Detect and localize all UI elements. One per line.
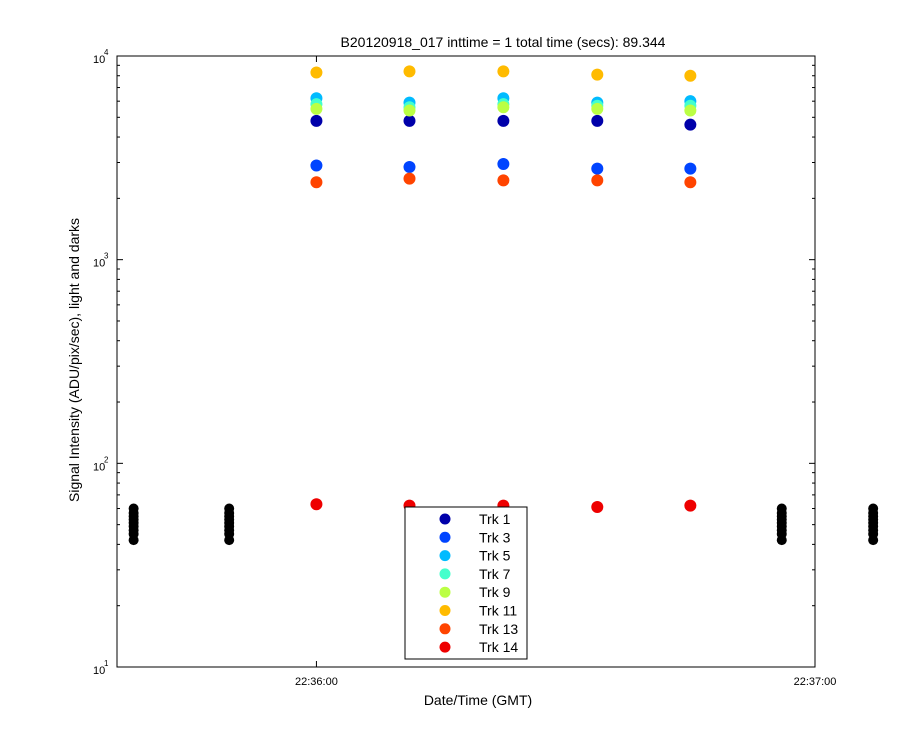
point-trk-11 [497,65,510,78]
y-tick-exponent: 4 [104,48,109,57]
legend-label-trk-11: Trk 11 [479,603,517,619]
legend-marker-trk-5 [439,550,451,562]
legend-box [404,506,528,660]
legend-label-trk-9: Trk 9 [479,584,511,600]
legend-marker-trk-1 [439,513,451,525]
point-trk-9 [591,102,604,115]
point-trk-11 [684,69,697,82]
legend-marker-trk-9 [439,586,451,598]
y-tick-exponent: 3 [104,252,109,261]
dark-point [868,535,879,546]
point-trk-13 [497,174,510,187]
y-tick-label: 10 [93,665,105,677]
x-axis-label: Date/Time (GMT) [424,692,532,708]
legend-label-trk-5: Trk 5 [479,548,511,564]
legend-label-trk-1: Trk 1 [479,511,511,527]
point-trk-13 [310,176,323,189]
point-trk-3 [684,162,697,175]
point-trk-14 [310,498,323,511]
legend-marker-trk-13 [439,623,451,635]
legend-marker-trk-7 [439,568,451,580]
x-tick-label: 22:36:00 [295,676,338,688]
data-points [128,65,879,546]
point-trk-9 [310,102,323,115]
legend-marker-trk-14 [439,641,451,653]
point-trk-11 [591,68,604,81]
y-tick-label: 10 [93,461,105,473]
x-tick-label: 22:37:00 [794,676,837,688]
point-trk-13 [403,172,416,185]
legend-marker-trk-11 [439,605,451,616]
dark-point [776,535,787,546]
chart-title: B20120918_017 inttime = 1 total time (se… [341,34,666,50]
point-trk-1 [591,114,604,127]
y-tick-exponent: 2 [104,455,109,464]
legend-label-trk-13: Trk 13 [479,621,518,637]
legend-label-trk-14: Trk 14 [479,639,518,655]
legend-marker-trk-3 [439,531,451,543]
point-trk-1 [497,114,510,127]
point-trk-11 [310,66,323,79]
legend: Trk 1 Trk 3 Trk 5 Trk 7 Trk 9 Trk 11 Trk 13 Trk… [404,506,528,660]
point-trk-9 [403,104,416,117]
point-trk-1 [310,114,323,127]
point-trk-1 [403,114,416,127]
legend-label-trk-3: Trk 3 [479,529,511,545]
point-trk-1 [684,118,697,131]
point-trk-9 [497,101,510,114]
point-trk-9 [684,104,697,117]
point-trk-13 [591,174,604,187]
point-trk-3 [497,157,510,170]
y-tick-label: 10 [93,54,105,66]
y-tick-exponent: 1 [104,659,109,668]
dark-point [128,535,139,546]
y-tick-label: 10 [93,258,105,270]
y-axis-label: Signal Intensity (ADU/pix/sec), light an… [66,218,82,502]
legend-label-trk-7: Trk 7 [479,566,511,582]
point-trk-3 [403,161,416,174]
dark-point [224,535,235,546]
point-trk-13 [684,176,697,189]
point-trk-11 [403,65,416,78]
point-trk-14 [591,501,604,514]
point-trk-14 [684,499,697,512]
point-trk-3 [591,162,604,175]
point-trk-3 [310,159,323,172]
